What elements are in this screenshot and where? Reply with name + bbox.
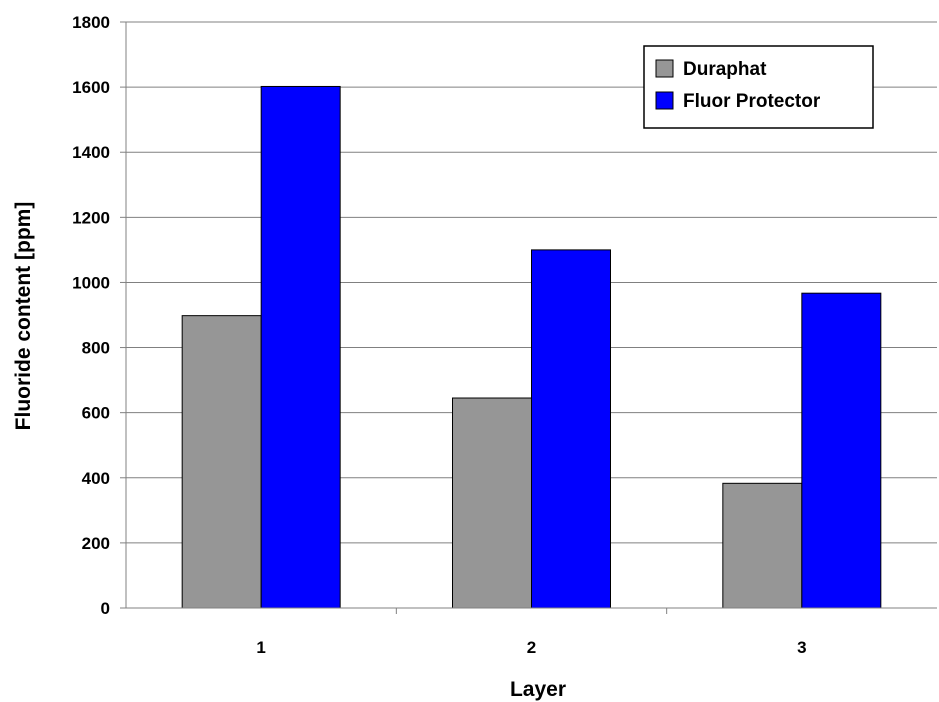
legend: Duraphat Fluor Protector <box>643 45 874 129</box>
x-tick-label: 3 <box>797 638 806 657</box>
legend-swatch-duraphat <box>655 59 674 78</box>
y-tick-label: 1400 <box>72 143 110 162</box>
y-tick-label: 1600 <box>72 78 110 97</box>
y-axis-title: Fluoride content [ppm] <box>12 202 35 431</box>
legend-box <box>643 45 874 129</box>
bar-duraphat-layer-1 <box>181 315 262 609</box>
bar-fluor-protector-layer-3 <box>801 292 882 609</box>
y-tick-label: 0 <box>101 599 110 618</box>
bar-duraphat-layer-3 <box>722 482 803 609</box>
bar-fluor-protector-layer-2 <box>531 249 611 609</box>
y-tick-labels: 0 200 400 600 800 1000 1200 1400 1600 1800 <box>72 13 110 618</box>
legend-label-duraphat: Duraphat <box>683 59 767 80</box>
y-tick-label: 1800 <box>72 13 110 32</box>
y-tick-label: 400 <box>82 469 110 488</box>
x-tick-labels: 1 2 3 <box>256 638 806 657</box>
y-tick-label: 600 <box>82 404 110 423</box>
axes <box>120 21 937 614</box>
y-tick-label: 1200 <box>72 208 110 227</box>
y-tick-label: 1000 <box>72 273 110 292</box>
bar-fluor-protector-layer-1 <box>260 85 341 609</box>
legend-swatch-fluor-protector <box>655 91 674 110</box>
legend-label-fluor-protector: Fluor Protector <box>683 91 821 112</box>
x-axis-title: Layer <box>510 678 566 701</box>
bars <box>181 85 882 609</box>
x-tick-label: 1 <box>256 638 265 657</box>
x-tick-label: 2 <box>527 638 536 657</box>
y-tick-label: 800 <box>82 339 110 358</box>
bar-duraphat-layer-2 <box>452 397 532 609</box>
y-tick-label: 200 <box>82 534 110 553</box>
